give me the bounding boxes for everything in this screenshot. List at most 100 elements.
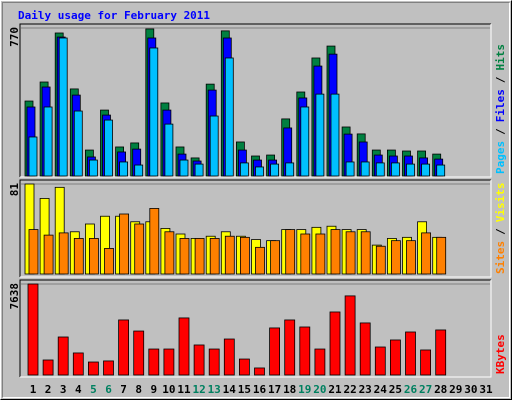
bar (28, 229, 39, 275)
x-tick-label: 15 (238, 383, 251, 396)
bar (360, 231, 371, 275)
bar (209, 115, 219, 177)
bar (148, 348, 160, 376)
bar (300, 233, 311, 275)
bar (58, 37, 68, 177)
bar (119, 213, 129, 275)
x-tick-label: 7 (120, 383, 127, 396)
y-tick-label: 81 (8, 183, 21, 197)
bar (193, 344, 205, 376)
legend-entry: Files (494, 89, 507, 122)
x-tick-label: 25 (389, 383, 402, 396)
x-tick-label: 5 (90, 383, 97, 396)
bar (345, 161, 355, 177)
bar (57, 336, 69, 376)
x-tick-label: 22 (343, 383, 356, 396)
bar (270, 240, 281, 275)
bar (134, 223, 145, 275)
bar (164, 231, 175, 275)
bar (239, 236, 250, 275)
panel-border (19, 23, 491, 177)
bar (208, 348, 220, 376)
bar (406, 240, 416, 275)
x-tick-label: 1 (30, 383, 37, 396)
x-tick-label: 8 (135, 383, 142, 396)
bar (344, 295, 356, 376)
legend-separator: / (494, 76, 507, 83)
bar (315, 233, 326, 275)
bar (194, 163, 204, 177)
bar (285, 162, 295, 177)
bar (406, 163, 415, 177)
bar (72, 352, 84, 376)
legend-separator: / (494, 128, 507, 135)
bar (330, 93, 340, 177)
bar (164, 123, 174, 177)
bar (163, 348, 175, 376)
bar (179, 159, 189, 177)
bar (330, 229, 341, 275)
x-tick-label: 6 (105, 383, 112, 396)
bar (345, 231, 356, 275)
x-tick-label: 26 (404, 383, 418, 396)
bar (43, 234, 54, 275)
bar (149, 47, 159, 177)
x-tick-label: 24 (374, 383, 388, 396)
x-tick-label: 14 (223, 383, 237, 396)
bar (436, 164, 446, 177)
x-tick-label: 28 (434, 383, 447, 396)
x-tick-label: 29 (449, 383, 462, 396)
bar (178, 317, 190, 376)
bar (374, 346, 386, 376)
legend-separator: / (494, 228, 507, 235)
x-tick-label: 10 (162, 383, 175, 396)
x-tick-label: 3 (60, 383, 67, 396)
legend: KBytes (494, 334, 507, 374)
bar (375, 162, 385, 177)
x-tick-label: 23 (359, 383, 372, 396)
x-tick-label: 21 (328, 383, 342, 396)
bar (224, 57, 234, 177)
bar (104, 248, 114, 275)
x-tick-label: 9 (150, 383, 157, 396)
bar (375, 245, 386, 275)
bar (89, 238, 99, 275)
bar (435, 329, 447, 376)
panel-border (19, 179, 491, 277)
bar (421, 232, 432, 275)
bar (421, 163, 431, 177)
bar (390, 162, 400, 177)
legend-entry: Sites (494, 241, 507, 274)
bar (285, 229, 296, 275)
chart-title: Daily usage for February 2011 (18, 9, 210, 22)
legend: Sites / Visits (494, 183, 507, 275)
bar (329, 311, 341, 376)
x-tick-label: 31 (479, 383, 493, 396)
bar (104, 119, 113, 177)
legend-entry: Pages (494, 141, 507, 174)
bar (254, 367, 265, 376)
bar (299, 326, 311, 376)
bar (89, 159, 98, 177)
bar (239, 162, 249, 177)
x-tick-label: 19 (298, 383, 311, 396)
panel-border (19, 279, 491, 377)
bar (223, 338, 235, 376)
bar (255, 166, 264, 177)
bar (133, 330, 145, 376)
x-tick-label: 12 (192, 383, 205, 396)
bar (359, 322, 371, 376)
bar (73, 110, 83, 177)
x-tick-label: 30 (464, 383, 477, 396)
bar (88, 361, 99, 376)
legend-entry: Hits (494, 44, 507, 71)
bar (420, 349, 432, 376)
x-tick-label: 2 (45, 383, 52, 396)
bar (73, 238, 84, 275)
bar (43, 106, 53, 177)
legend: Pages / Files / Hits (494, 44, 507, 174)
bar (58, 232, 69, 275)
